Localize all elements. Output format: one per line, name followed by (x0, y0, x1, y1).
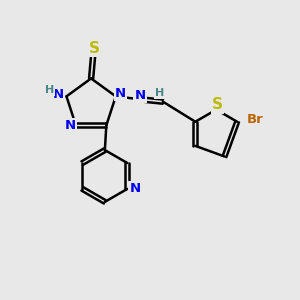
Text: H: H (45, 85, 54, 95)
Text: N: N (115, 87, 126, 100)
Text: S: S (212, 98, 223, 112)
Text: N: N (129, 182, 140, 195)
Text: N: N (53, 88, 64, 101)
Text: N: N (64, 119, 76, 132)
Text: S: S (88, 41, 100, 56)
Text: N: N (134, 89, 146, 102)
Text: Br: Br (247, 113, 264, 127)
Text: H: H (155, 88, 164, 98)
